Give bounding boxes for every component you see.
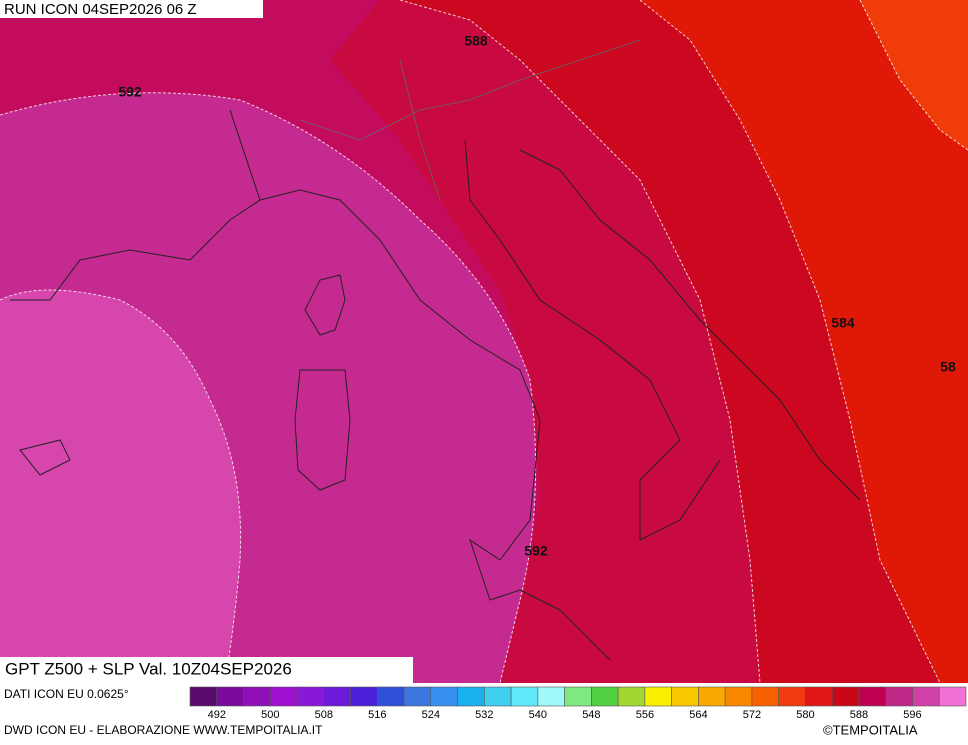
band-580 bbox=[640, 0, 968, 683]
island bbox=[304, 274, 346, 336]
colorbar-label: 564 bbox=[689, 709, 707, 721]
color-swatch bbox=[591, 686, 619, 707]
map-title: GPT Z500 + SLP Val. 10Z04SEP2026 bbox=[5, 659, 292, 678]
colorbar-label: 524 bbox=[422, 709, 440, 721]
color-swatch bbox=[403, 686, 432, 707]
color-swatch bbox=[296, 686, 325, 707]
band-596 bbox=[0, 290, 241, 683]
color-swatch bbox=[189, 686, 218, 707]
color-swatch bbox=[938, 686, 967, 707]
isoline bbox=[859, 0, 968, 151]
source-label: DATI ICON EU 0.0625° bbox=[4, 687, 129, 701]
contour-label: 592 bbox=[118, 84, 142, 100]
island bbox=[294, 369, 351, 491]
title-box bbox=[0, 657, 413, 683]
colorbar-label: 516 bbox=[368, 709, 386, 721]
colorbar-label: 492 bbox=[208, 709, 226, 721]
color-swatch bbox=[537, 686, 565, 707]
color-swatch bbox=[510, 686, 539, 707]
color-swatch bbox=[216, 686, 244, 707]
color-swatch bbox=[243, 686, 271, 707]
color-swatch bbox=[751, 686, 779, 707]
color-swatch bbox=[805, 686, 833, 707]
colorbar-label: 588 bbox=[850, 709, 868, 721]
colorbar-label: 596 bbox=[903, 709, 921, 721]
coastline bbox=[259, 189, 611, 661]
contour-label: 584 bbox=[831, 315, 855, 331]
band-576 bbox=[860, 0, 968, 150]
color-swatch bbox=[724, 686, 753, 707]
color-swatch bbox=[430, 686, 458, 707]
color-swatch bbox=[323, 686, 351, 707]
colorbar: 492 500 508 516 524 532 540 548 556 564 572 580 588 5… bbox=[189, 686, 967, 721]
isoline bbox=[399, 0, 761, 684]
color-swatch bbox=[564, 686, 592, 707]
color-swatch bbox=[457, 686, 485, 707]
isoline bbox=[639, 0, 941, 684]
island bbox=[19, 439, 71, 476]
credit: DWD ICON EU - ELABORAZIONE WWW.TEMPOITAL… bbox=[4, 723, 323, 737]
coastline bbox=[10, 109, 261, 301]
colorbar-label: 548 bbox=[582, 709, 600, 721]
contour-label: 592 bbox=[524, 543, 548, 559]
color-swatch bbox=[778, 686, 806, 707]
color-swatch bbox=[644, 686, 672, 707]
color-swatch bbox=[617, 686, 646, 707]
colorbar-label: 508 bbox=[315, 709, 333, 721]
colorbar-label: 532 bbox=[475, 709, 493, 721]
color-swatch bbox=[377, 686, 405, 707]
colorbar-label: 572 bbox=[743, 709, 761, 721]
color-swatch bbox=[912, 686, 940, 707]
run-label: RUN ICON 04SEP2026 06 Z bbox=[4, 1, 197, 18]
colorbar-label: 540 bbox=[529, 709, 547, 721]
isoline bbox=[0, 92, 537, 684]
color-swatch bbox=[484, 686, 512, 707]
color-swatch bbox=[698, 686, 726, 707]
colorbar-label: 556 bbox=[636, 709, 654, 721]
colorbar-label: 500 bbox=[261, 709, 279, 721]
coastline bbox=[519, 149, 861, 501]
color-swatch bbox=[885, 686, 913, 707]
color-swatch bbox=[269, 686, 298, 707]
contour-label: 58 bbox=[940, 359, 956, 375]
color-swatch bbox=[858, 686, 887, 707]
border bbox=[299, 39, 641, 201]
contour-label: 588 bbox=[464, 33, 488, 49]
run-box bbox=[0, 0, 263, 18]
coastline bbox=[464, 139, 721, 541]
colorbar-label: 580 bbox=[796, 709, 814, 721]
copyright: ©TEMPOITALIA bbox=[823, 722, 918, 737]
color-swatch bbox=[671, 686, 699, 707]
map: 588 592 592 584 58 RUN ICON 04SEP2026 06 Z G… bbox=[0, 0, 968, 684]
color-swatch bbox=[831, 686, 860, 707]
color-swatch bbox=[350, 686, 378, 707]
